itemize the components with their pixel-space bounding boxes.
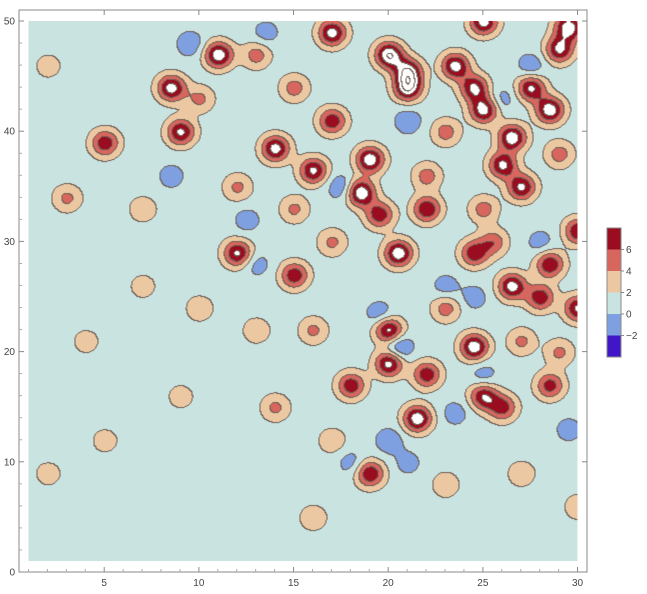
plot-frame (18, 9, 588, 573)
x-tick-label: 25 (477, 578, 489, 589)
y-tick-label: 30 (4, 237, 16, 248)
x-tick-label: 20 (383, 578, 395, 589)
legend-swatch (607, 228, 621, 250)
color-legend: 6 4 2 0 −2 (606, 227, 638, 358)
y-tick-label: 10 (4, 457, 16, 468)
x-tick-label: 15 (288, 578, 300, 589)
x-tick-label: 5 (101, 578, 107, 589)
y-tick-label: 20 (4, 347, 16, 358)
legend-swatch (607, 271, 621, 293)
y-tick-label: 40 (4, 127, 16, 138)
legend-tick-label: −2 (626, 331, 638, 342)
legend-swatch (607, 314, 621, 336)
y-tick-label: 50 (4, 17, 16, 28)
legend-tick-label: 4 (626, 267, 632, 278)
legend-tick-label: 6 (626, 245, 632, 256)
legend-tick-label: 2 (626, 288, 632, 299)
legend-swatch (607, 249, 621, 271)
legend-tick-label: 0 (626, 310, 632, 321)
x-tick-label: 30 (572, 578, 584, 589)
contour-field (28, 21, 578, 562)
contour-fill-image (28, 21, 578, 562)
legend-swatch (607, 292, 621, 314)
x-tick-label: 10 (193, 578, 205, 589)
legend-swatch (607, 335, 621, 357)
axes: 5 10 15 20 25 30 0 10 20 30 40 50 (4, 10, 587, 589)
y-tick-label: 0 (9, 568, 15, 579)
